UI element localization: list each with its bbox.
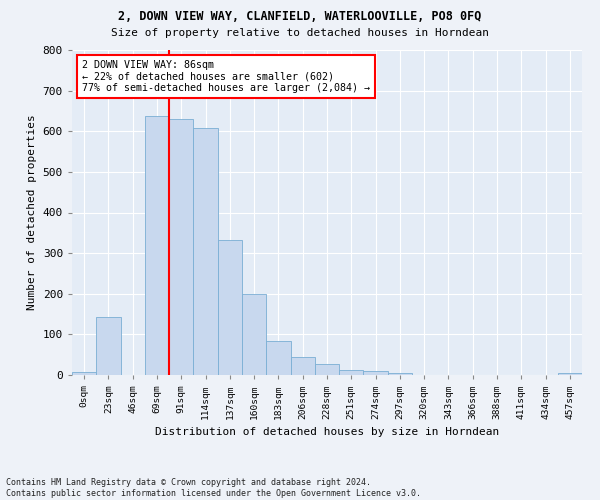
Bar: [218, 240, 242, 375]
Text: 2, DOWN VIEW WAY, CLANFIELD, WATERLOOVILLE, PO8 0FQ: 2, DOWN VIEW WAY, CLANFIELD, WATERLOOVIL…: [118, 10, 482, 23]
Bar: [266, 342, 290, 375]
Bar: [145, 116, 169, 375]
Text: Size of property relative to detached houses in Horndean: Size of property relative to detached ho…: [111, 28, 489, 38]
Y-axis label: Number of detached properties: Number of detached properties: [27, 114, 37, 310]
Bar: [558, 372, 582, 375]
Bar: [339, 370, 364, 375]
Text: 2 DOWN VIEW WAY: 86sqm
← 22% of detached houses are smaller (602)
77% of semi-de: 2 DOWN VIEW WAY: 86sqm ← 22% of detached…: [82, 60, 370, 93]
Bar: [364, 370, 388, 375]
Bar: [169, 119, 193, 375]
Bar: [290, 356, 315, 375]
Bar: [96, 318, 121, 375]
Bar: [315, 364, 339, 375]
Text: Contains HM Land Registry data © Crown copyright and database right 2024.
Contai: Contains HM Land Registry data © Crown c…: [6, 478, 421, 498]
Bar: [242, 294, 266, 375]
Bar: [388, 372, 412, 375]
Bar: [193, 128, 218, 375]
Bar: [72, 372, 96, 375]
X-axis label: Distribution of detached houses by size in Horndean: Distribution of detached houses by size …: [155, 427, 499, 437]
